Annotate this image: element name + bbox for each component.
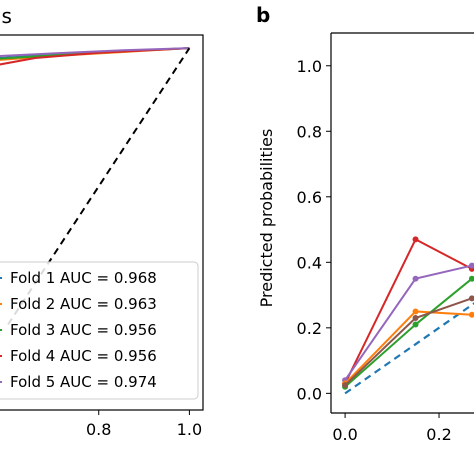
panel-a-legend-box: [0, 261, 199, 400]
panel-a-ticks: 0.8 1.0: [86, 410, 202, 439]
panel-b-series-line-3: [344, 310, 472, 385]
panel-b-series-5-point-2: [412, 315, 419, 321]
panel-b-ytick-label-2: 0.2: [297, 319, 322, 338]
panel-a-legend-label-5: Fold 5 AUC = 0.974: [10, 373, 157, 391]
panel-a-legend-label-4: Fold 4 AUC = 0.956: [10, 347, 157, 365]
panel-b-letter: b: [256, 3, 270, 27]
panel-a-legend-label-2: Fold 2 AUC = 0.963: [10, 295, 157, 313]
panel-b-series-2-point-2: [412, 275, 419, 282]
panel-b-series-5-point-3: [468, 295, 474, 302]
panel-b-axes: [330, 32, 474, 414]
panel-a-xtick-label-1: 0.8: [86, 420, 111, 439]
panel-a-legend: Fold 1 AUC = 0.968 Fold 2 AUC = 0.963 Fold…: [0, 261, 199, 400]
panel-b-ytick-label-4: 0.6: [297, 188, 322, 207]
panel-a-series-group: [0, 47, 190, 66]
panel-b-series-group: [342, 236, 474, 390]
panel-b-xtick-label-1: 0.0: [332, 425, 357, 444]
panel-b-ytick-label-6: 1.0: [297, 57, 322, 76]
panel-a-axes-frame: [0, 34, 204, 411]
panel-b-series-3-point-3: [468, 311, 474, 318]
panel-b-series-5-point-1: [342, 382, 349, 389]
panel-b-ytick-label-3: 0.4: [297, 253, 322, 272]
panel-b-series-1-point-2: [412, 236, 419, 243]
panel-b-ylabel: Predicted probabilities: [257, 129, 276, 308]
panel-b-series-4-point-2: [412, 321, 419, 328]
panel-a-legend-label-1: Fold 1 AUC = 0.968: [10, 269, 157, 287]
panel-b-reference-line: [344, 302, 474, 395]
panel-b-series-line-1: [344, 238, 473, 384]
panel-b-plot: 0.0 0.2 0.4 0.6 0.8 1.0 0.0 0.2: [297, 32, 474, 444]
panel-b-series-3-point-2: [412, 308, 419, 315]
panel-b-series-4-point-3: [468, 275, 474, 282]
panel-a-legend-label-3: Fold 3 AUC = 0.956: [10, 321, 157, 339]
panel-b-series-line-4: [344, 277, 473, 388]
panel-a-xtick-label-2: 1.0: [177, 420, 202, 439]
panel-b-ytick-label-1: 0.0: [297, 384, 322, 403]
panel-b-series-2-point-3: [468, 262, 474, 269]
panel-a-axes: [0, 34, 204, 411]
panel-b-series-line-5: [344, 297, 473, 386]
panel-b-xtick-label-2: 0.2: [426, 425, 451, 444]
panel-b-reference-line-group: [344, 302, 474, 395]
panel-a-title-fragment: ls: [0, 4, 12, 28]
panel-a-series-line-5: [0, 47, 190, 58]
panel-a-plot: 0.8 1.0 Fold 1 AUC = 0.968 Fold 2 AUC = 0.…: [0, 34, 204, 439]
panel-b-ticks: 0.0 0.2 0.4 0.6 0.8 1.0 0.0 0.2: [297, 57, 452, 444]
panel-b-ytick-label-5: 0.8: [297, 122, 322, 141]
